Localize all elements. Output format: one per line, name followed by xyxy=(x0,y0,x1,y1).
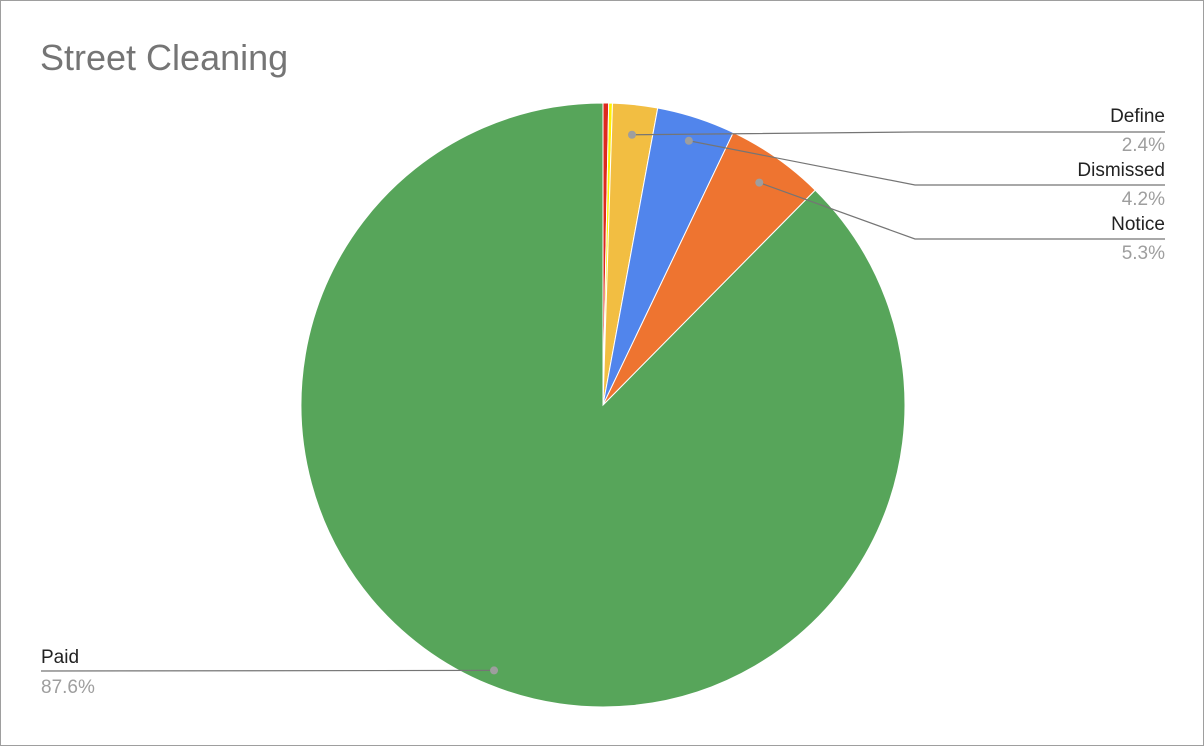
leader-dot-notice xyxy=(755,178,764,187)
leader-line-notice xyxy=(759,182,1165,240)
leader-dot-paid xyxy=(490,666,499,675)
leader-line-dismissed xyxy=(688,140,1165,186)
slice-label-dismissed: Dismissed xyxy=(1077,160,1165,181)
leader-line-define xyxy=(631,131,1165,136)
leader-line-paid xyxy=(40,669,495,672)
slice-percent-dismissed: 4.2% xyxy=(1122,189,1165,210)
chart-title: Street Cleaning xyxy=(40,37,289,78)
leader-dot-dismissed xyxy=(684,136,693,145)
slice-percent-notice: 5.3% xyxy=(1122,243,1165,264)
slice-label-paid: Paid xyxy=(41,647,79,668)
slice-label-define: Define xyxy=(1110,106,1165,127)
slice-percent-paid: 87.6% xyxy=(41,677,95,698)
leader-dot-define xyxy=(627,130,636,139)
slice-label-notice: Notice xyxy=(1111,214,1165,235)
slice-percent-define: 2.4% xyxy=(1122,135,1165,156)
